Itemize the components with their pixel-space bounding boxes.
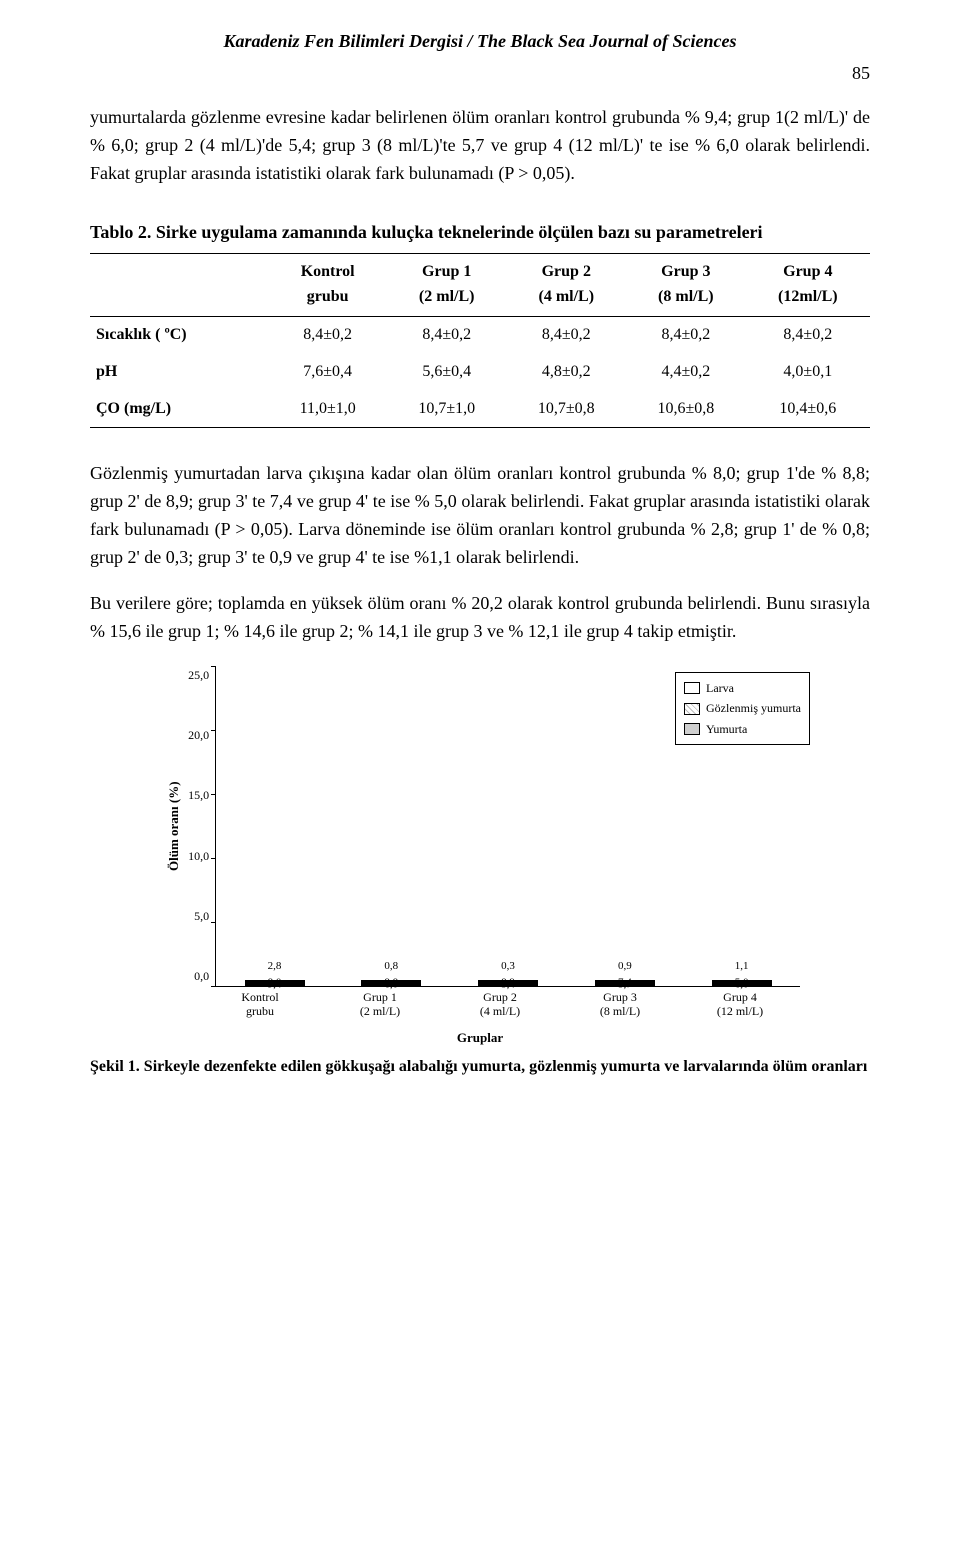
table-row: Sıcaklık ( ºC)8,4±0,28,4±0,28,4±0,28,4±0…: [90, 316, 870, 353]
paragraph-2: Gözlenmiş yumurtadan larva çıkışına kada…: [90, 460, 870, 572]
table2-cell: 10,7±0,8: [506, 391, 626, 428]
chart-bar-value-label: 2,8: [246, 958, 304, 975]
table2-col-header: Grup 1(2 ml/L): [387, 254, 507, 317]
table2-cell: 7,6±0,4: [268, 354, 387, 391]
chart-ytick-label: 5,0: [194, 907, 209, 926]
table2-cell: 5,6±0,4: [387, 354, 507, 391]
chart-bar: 1,15,06,0: [712, 980, 772, 986]
table2-cell: 4,4±0,2: [626, 354, 746, 391]
chart-plot: LarvaGözlenmiş yumurtaYumurta 2,88,09,40…: [215, 666, 800, 987]
table2-row-header: pH: [90, 354, 268, 391]
chart-ytick: [211, 858, 216, 859]
table2-cell: 8,4±0,2: [387, 316, 507, 353]
table2-cell: 4,0±0,1: [746, 354, 870, 391]
table2-row-header: Sıcaklık ( ºC): [90, 316, 268, 353]
table2-row-header: ÇO (mg/L): [90, 391, 268, 428]
table2-head-row: KontrolgrubuGrup 1(2 ml/L)Grup 2(4 ml/L)…: [90, 254, 870, 317]
chart-bar-value-label: 6,0: [362, 976, 420, 993]
chart-ylabel: Ölüm oranı (%): [160, 666, 188, 986]
paragraph-3: Bu verilere göre; toplamda en yüksek ölü…: [90, 590, 870, 646]
table2-col-header: Grup 3(8 ml/L): [626, 254, 746, 317]
chart-bar-value-label: 5,4: [479, 976, 537, 993]
chart-ytick: [211, 986, 216, 987]
paragraph-1: yumurtalarda gözlenme evresine kadar bel…: [90, 104, 870, 188]
figure1-caption: Şekil 1. Sirkeyle dezenfekte edilen gökk…: [90, 1055, 870, 1080]
table2-cell: 4,8±0,2: [506, 354, 626, 391]
chart-ytick-label: 0,0: [194, 967, 209, 986]
chart-ytick-label: 15,0: [188, 786, 209, 805]
chart-bar-value-label: 6,0: [713, 976, 771, 993]
chart-bar-value-label: 0,8: [362, 958, 420, 975]
chart-ytick: [211, 794, 216, 795]
chart-ytick: [211, 666, 216, 667]
chart-bar-value-label: 0,3: [479, 958, 537, 975]
table2-col-header: [90, 254, 268, 317]
page-number: 85: [90, 60, 870, 88]
chart-sekil1: Ölüm oranı (%) 25,0 20,0 15,0 10,0 5,0 0,0 La…: [160, 666, 800, 1049]
chart-ytick: [211, 730, 216, 731]
chart-bar-segment-yumurta: 6,0: [361, 984, 421, 986]
table2: KontrolgrubuGrup 1(2 ml/L)Grup 2(4 ml/L)…: [90, 253, 870, 428]
table2-cell: 8,4±0,2: [626, 316, 746, 353]
chart-bar-value-label: 5,7: [596, 976, 654, 993]
chart-ytick-label: 20,0: [188, 726, 209, 745]
chart-bar-segment-yumurta: 9,4: [245, 984, 305, 986]
table2-cell: 10,7±1,0: [387, 391, 507, 428]
table2-col-header: Grup 2(4 ml/L): [506, 254, 626, 317]
chart-ytick: [211, 922, 216, 923]
chart-xlabel: Gruplar: [160, 1028, 800, 1048]
chart-bar-segment-yumurta: 6,0: [712, 984, 772, 986]
chart-ytick-label: 25,0: [188, 666, 209, 685]
table2-cell: 8,4±0,2: [746, 316, 870, 353]
chart-bar: 2,88,09,4: [245, 980, 305, 986]
table2-col-header: Grup 4(12ml/L): [746, 254, 870, 317]
table2-cell: 10,4±0,6: [746, 391, 870, 428]
chart-bar: 0,88,86,0: [361, 980, 421, 986]
chart-bar-value-label: 0,9: [596, 958, 654, 975]
chart-yaxis: 25,0 20,0 15,0 10,0 5,0 0,0: [188, 666, 215, 986]
table-row: pH7,6±0,45,6±0,44,8±0,24,4±0,24,0±0,1: [90, 354, 870, 391]
table2-cell: 8,4±0,2: [506, 316, 626, 353]
chart-bar: 0,38,95,4: [478, 980, 538, 986]
chart-bar: 0,97,45,7: [595, 980, 655, 986]
table2-cell: 11,0±1,0: [268, 391, 387, 428]
chart-bar-value-label: 9,4: [246, 976, 304, 993]
chart-ytick-label: 10,0: [188, 847, 209, 866]
table2-caption: Tablo 2. Sirke uygulama zamanında kuluçk…: [90, 219, 870, 247]
table2-cell: 8,4±0,2: [268, 316, 387, 353]
journal-title: Karadeniz Fen Bilimleri Dergisi / The Bl…: [90, 28, 870, 56]
table2-cell: 10,6±0,8: [626, 391, 746, 428]
chart-bar-segment-yumurta: 5,7: [595, 984, 655, 986]
chart-bar-value-label: 1,1: [713, 958, 771, 975]
table2-col-header: Kontrolgrubu: [268, 254, 387, 317]
table-row: ÇO (mg/L)11,0±1,010,7±1,010,7±0,810,6±0,…: [90, 391, 870, 428]
chart-bar-segment-yumurta: 5,4: [478, 984, 538, 986]
